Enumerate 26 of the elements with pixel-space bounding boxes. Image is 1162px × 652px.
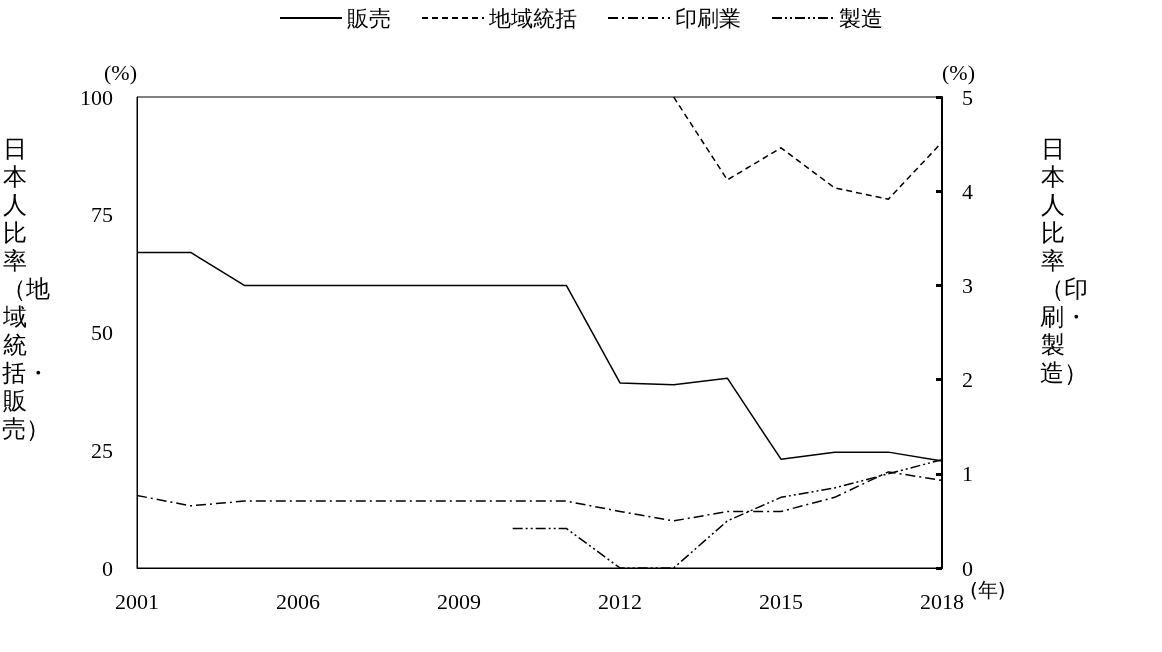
y2-tick-label: 3 xyxy=(962,272,973,298)
y-tick-label: 50 xyxy=(91,320,113,345)
legend-label: 地域統括 xyxy=(488,5,577,31)
x-tick-label: 2009 xyxy=(437,588,481,614)
y2-tick-label: 5 xyxy=(962,84,973,110)
x-tick-label: 2006 xyxy=(276,588,320,614)
text: 日本人比率（地域統括・販売） xyxy=(2,135,50,443)
x-tick-label: 2018 xyxy=(920,588,964,614)
y2-tick-label: 2 xyxy=(962,367,973,393)
x-tick-label: 2012 xyxy=(598,588,642,614)
x-axis-title: (年) xyxy=(969,578,1006,602)
y-tick-label: 100 xyxy=(80,84,113,110)
text: (%) xyxy=(942,59,975,85)
text: (%) xyxy=(104,59,137,85)
y2-tick-label: 0 xyxy=(962,555,973,581)
legend-label: 印刷業 xyxy=(675,5,741,31)
y2-tick-label: 1 xyxy=(962,461,973,487)
y2-tick-label: 4 xyxy=(962,178,973,204)
y-tick-label: 25 xyxy=(91,437,113,463)
x-tick-label: 2001 xyxy=(115,588,159,614)
y-tick-label: 0 xyxy=(102,555,113,581)
x-tick-label: 2015 xyxy=(759,588,803,614)
text: 日本人比率（印刷・製造） xyxy=(1040,135,1088,387)
legend-label: 製造 xyxy=(839,5,883,31)
legend-label: 販売 xyxy=(347,5,391,31)
y-tick-label: 75 xyxy=(91,202,113,228)
